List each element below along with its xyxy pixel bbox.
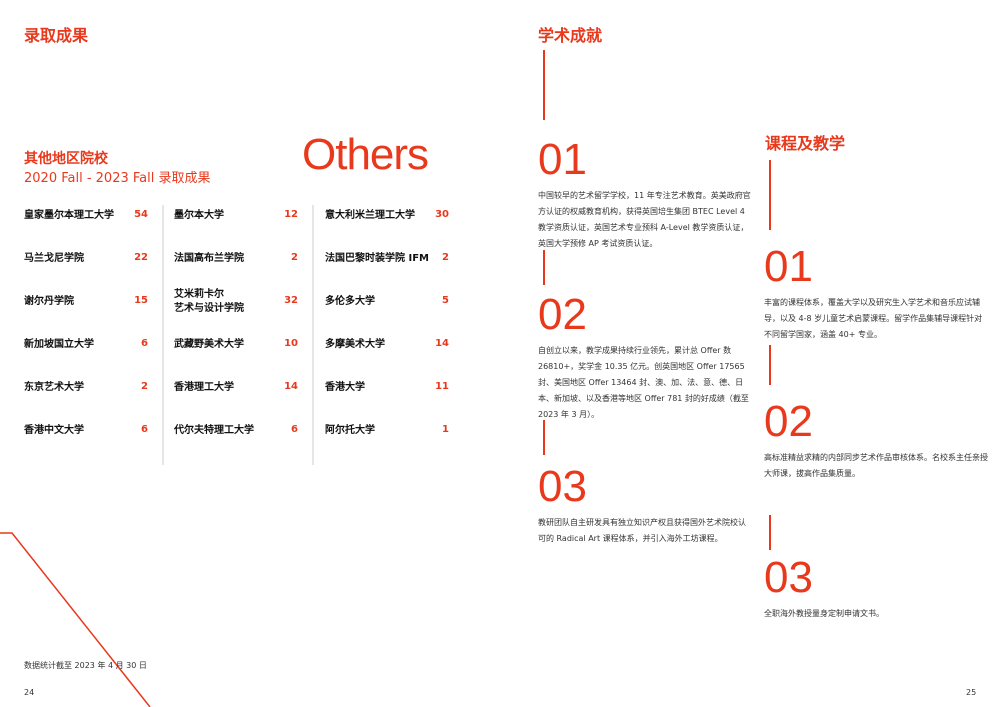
offer-count: 2	[291, 252, 298, 263]
offer-count: 6	[141, 338, 148, 349]
section-title: 录取成果	[24, 26, 89, 45]
offer-count: 32	[284, 295, 298, 306]
page-number: 24	[24, 688, 35, 697]
school-name: 香港中文大学	[24, 425, 84, 436]
offer-count: 15	[134, 295, 148, 306]
heading: 其他地区院校	[24, 151, 108, 167]
offer-count: 54	[134, 209, 148, 220]
item-number: 02	[538, 290, 587, 339]
school-name: 意大利米兰理工大学	[325, 210, 415, 221]
offer-count: 10	[284, 338, 298, 349]
subheading: 2020 Fall - 2023 Fall 录取成果	[24, 171, 211, 186]
school-name: 新加坡国立大学	[24, 339, 94, 350]
section-title: 学术成就	[538, 26, 603, 45]
footnote: 数据统计截至 2023 年 4 月 30 日	[24, 661, 147, 670]
item-number: 03	[764, 553, 813, 602]
school-name: 香港理工大学	[174, 382, 234, 393]
page-number: 25	[966, 688, 977, 697]
school-name: 皇家墨尔本理工大学	[24, 210, 114, 221]
offer-count: 30	[435, 209, 449, 220]
offer-count: 12	[284, 209, 298, 220]
school-name: 多伦多大学	[325, 296, 375, 307]
offer-count: 2	[141, 381, 148, 392]
school-name: 多摩美术大学	[325, 339, 385, 350]
item-text: 自创立以来，教学成果持续行业领先，累计总 Offer 数 26810+，奖学金 …	[538, 346, 749, 419]
school-name: 武藏野美术大学	[174, 339, 244, 350]
offer-count: 14	[435, 338, 449, 349]
offer-count: 2	[442, 252, 449, 263]
item-text: 全职海外教授量身定制申请文书。	[764, 609, 884, 618]
offer-count: 6	[141, 424, 148, 435]
section-title: 课程及教学	[765, 134, 846, 153]
item-text: 中国较早的艺术留学学校，11 年专注艺术教育。英美政府官方认证的权威教育机构，获…	[538, 191, 751, 248]
school-name: 法国巴黎时装学院 IFM	[325, 253, 429, 264]
offer-count: 6	[291, 424, 298, 435]
school-name: 代尔夫特理工大学	[174, 425, 254, 436]
school-name: 马兰戈尼学院	[24, 253, 84, 264]
school-name: 东京艺术大学	[24, 382, 84, 393]
offer-count: 1	[442, 424, 449, 435]
offer-count: 11	[435, 381, 449, 392]
offer-count: 5	[442, 295, 449, 306]
school-name: 谢尔丹学院	[24, 296, 74, 307]
school-name: 阿尔托大学	[325, 425, 375, 436]
item-number: 03	[538, 462, 587, 511]
school-name: 法国高布兰学院	[174, 253, 244, 264]
item-number: 02	[764, 397, 813, 446]
school-name: 墨尔本大学	[174, 210, 224, 221]
item-text: 高标准精益求精的内部同步艺术作品审核体系。名校系主任亲授大师课，拔高作品集质量。	[764, 453, 988, 478]
item-text: 丰富的课程体系，覆盖大学以及研究生入学艺术和音乐应试辅导，以及 4-8 岁儿童艺…	[764, 298, 983, 339]
big-word: Others	[302, 130, 429, 179]
item-number: 01	[538, 135, 587, 184]
offer-count: 14	[284, 381, 298, 392]
item-text: 教研团队自主研发具有独立知识产权且获得国外艺术院校认可的 Radical Art…	[538, 518, 746, 543]
offer-count: 22	[134, 252, 148, 263]
school-name: 艾米莉卡尔 艺术与设计学院	[174, 289, 244, 314]
school-name: 香港大学	[325, 382, 365, 393]
item-number: 01	[764, 242, 813, 291]
